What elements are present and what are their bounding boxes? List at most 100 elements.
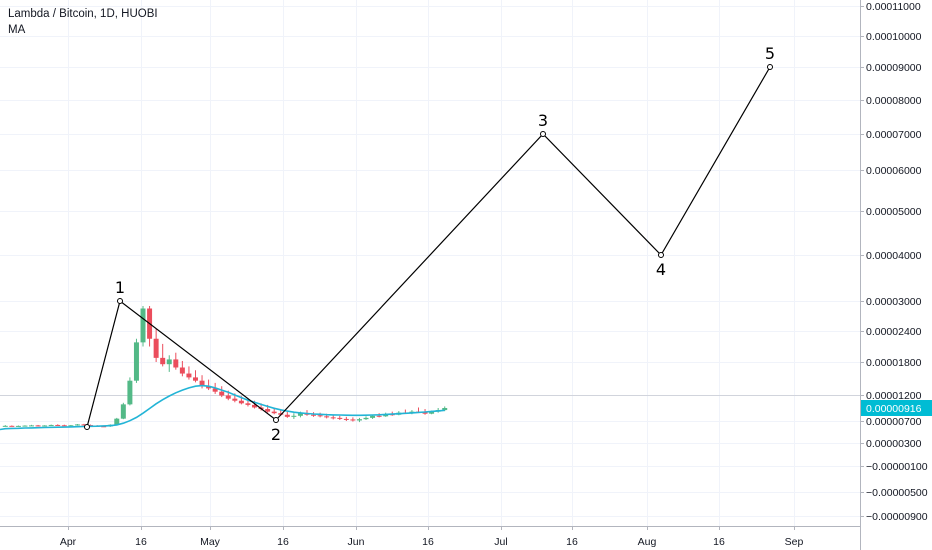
time-axis-label: Jul [494, 536, 507, 548]
wave-point-handle[interactable] [117, 298, 123, 304]
elliott-wave-path[interactable] [86, 66, 771, 428]
candle-body[interactable] [127, 380, 133, 405]
candle-body[interactable] [297, 413, 303, 416]
candle-body[interactable] [114, 418, 120, 425]
wave-label-3: 3 [538, 111, 548, 130]
candle-body[interactable] [337, 417, 343, 419]
price-axis-label: 0.00004000 [866, 250, 922, 262]
price-axis-label: −0.00000500 [866, 487, 928, 499]
time-axis-label: 16 [277, 536, 289, 548]
candle-body[interactable] [153, 338, 159, 358]
time-axis-label: Jun [348, 536, 365, 548]
candle-body[interactable] [284, 414, 290, 417]
price-axis-label: 0.00002400 [866, 326, 922, 338]
candle-body[interactable] [330, 417, 336, 419]
candle-body[interactable] [317, 415, 323, 417]
symbol-title[interactable]: Lambda / Bitcoin, 1D, HUOBI [8, 8, 158, 20]
moving-average-line [0, 384, 445, 431]
candle-body[interactable] [160, 357, 166, 365]
wave-label-2: 2 [271, 425, 281, 444]
candle-body[interactable] [81, 424, 87, 426]
candle-body[interactable] [370, 415, 376, 418]
candle-body[interactable] [350, 419, 356, 421]
candle-body[interactable] [245, 403, 251, 405]
candle-body[interactable] [376, 415, 382, 417]
candle-body[interactable] [442, 408, 448, 411]
candle-body[interactable] [29, 425, 35, 427]
price-axis-label: 0.00000700 [866, 416, 922, 428]
candle-body[interactable] [166, 359, 172, 365]
candle-body[interactable] [9, 425, 15, 427]
wave-point-handle[interactable] [84, 424, 90, 431]
time-axis-label: 16 [135, 536, 147, 548]
candle-body[interactable] [278, 413, 284, 415]
candle-body[interactable] [192, 377, 198, 381]
candle-body[interactable] [291, 415, 297, 417]
candle-body[interactable] [232, 398, 238, 401]
candle-body[interactable] [61, 425, 67, 427]
price-axis-label: 0.00009000 [866, 62, 922, 74]
candle-body[interactable] [252, 404, 258, 408]
candle-body[interactable] [324, 416, 330, 418]
candle-body[interactable] [22, 425, 28, 427]
candle-body[interactable] [120, 404, 126, 419]
time-axis-label: Apr [60, 536, 77, 548]
candle-body[interactable] [422, 412, 428, 414]
candle-body[interactable] [42, 425, 48, 427]
time-axis-label: 16 [713, 536, 725, 548]
candle-body[interactable] [212, 388, 218, 392]
candle-body[interactable] [383, 414, 389, 417]
wave-label-4: 4 [656, 260, 666, 279]
price-axis-label: 0.00001200 [866, 390, 922, 402]
candle-body[interactable] [101, 426, 107, 428]
candle-body[interactable] [35, 425, 41, 427]
wave-label-1: 1 [115, 278, 125, 297]
candle-body[interactable] [140, 308, 146, 343]
candle-body[interactable] [265, 409, 271, 412]
wave-point-handle[interactable] [658, 252, 664, 258]
wave-point-handle[interactable] [767, 64, 773, 70]
candle-body[interactable] [186, 373, 192, 378]
candle-body[interactable] [271, 411, 277, 414]
price-axis-label: 0.00006000 [866, 165, 922, 177]
candle-body[interactable] [74, 424, 80, 426]
candle-body[interactable] [199, 380, 205, 387]
candle-body[interactable] [15, 425, 21, 427]
candle-body[interactable] [356, 419, 362, 421]
candle-body[interactable] [68, 425, 74, 427]
price-axis-label: 0.00010000 [866, 31, 922, 43]
candle-body[interactable] [2, 425, 8, 427]
price-axis-label: 0.00005000 [866, 206, 922, 218]
price-axis-label: 0.00000300 [866, 438, 922, 450]
candle-body[interactable] [55, 424, 61, 426]
price-axis-label: −0.00000100 [866, 461, 928, 473]
candle-body[interactable] [173, 359, 179, 368]
candle-body[interactable] [48, 424, 54, 426]
time-axis-label: Sep [785, 536, 804, 548]
candle-body[interactable] [343, 418, 349, 420]
price-axis-label: 0.00011000 [866, 1, 921, 13]
last-price-tag [861, 400, 932, 416]
price-axis-label: 0.00008000 [866, 95, 922, 107]
candle-body[interactable] [179, 367, 185, 374]
candle-body[interactable] [206, 386, 212, 389]
indicator-ma-label[interactable]: MA [8, 24, 26, 36]
price-axis-label: 0.00003000 [866, 296, 922, 308]
price-axis-label: 0.00001800 [866, 357, 922, 369]
candle-body[interactable] [429, 411, 435, 414]
candle-body[interactable] [219, 391, 225, 396]
candle-body[interactable] [363, 417, 369, 420]
price-axis-label: −0.00000900 [866, 511, 928, 523]
time-axis-label: 16 [566, 536, 578, 548]
time-axis-label: May [200, 536, 221, 548]
wave-point-handle[interactable] [273, 416, 279, 423]
wave-point-handle[interactable] [540, 131, 546, 137]
last-price-tag-text: 0.00000916 [866, 403, 922, 415]
candle-body[interactable] [311, 414, 317, 416]
candle-body[interactable] [133, 342, 139, 381]
candle-body[interactable] [238, 400, 244, 404]
candle-body[interactable] [225, 395, 231, 399]
price-axis-label: 0.00007000 [866, 129, 922, 141]
